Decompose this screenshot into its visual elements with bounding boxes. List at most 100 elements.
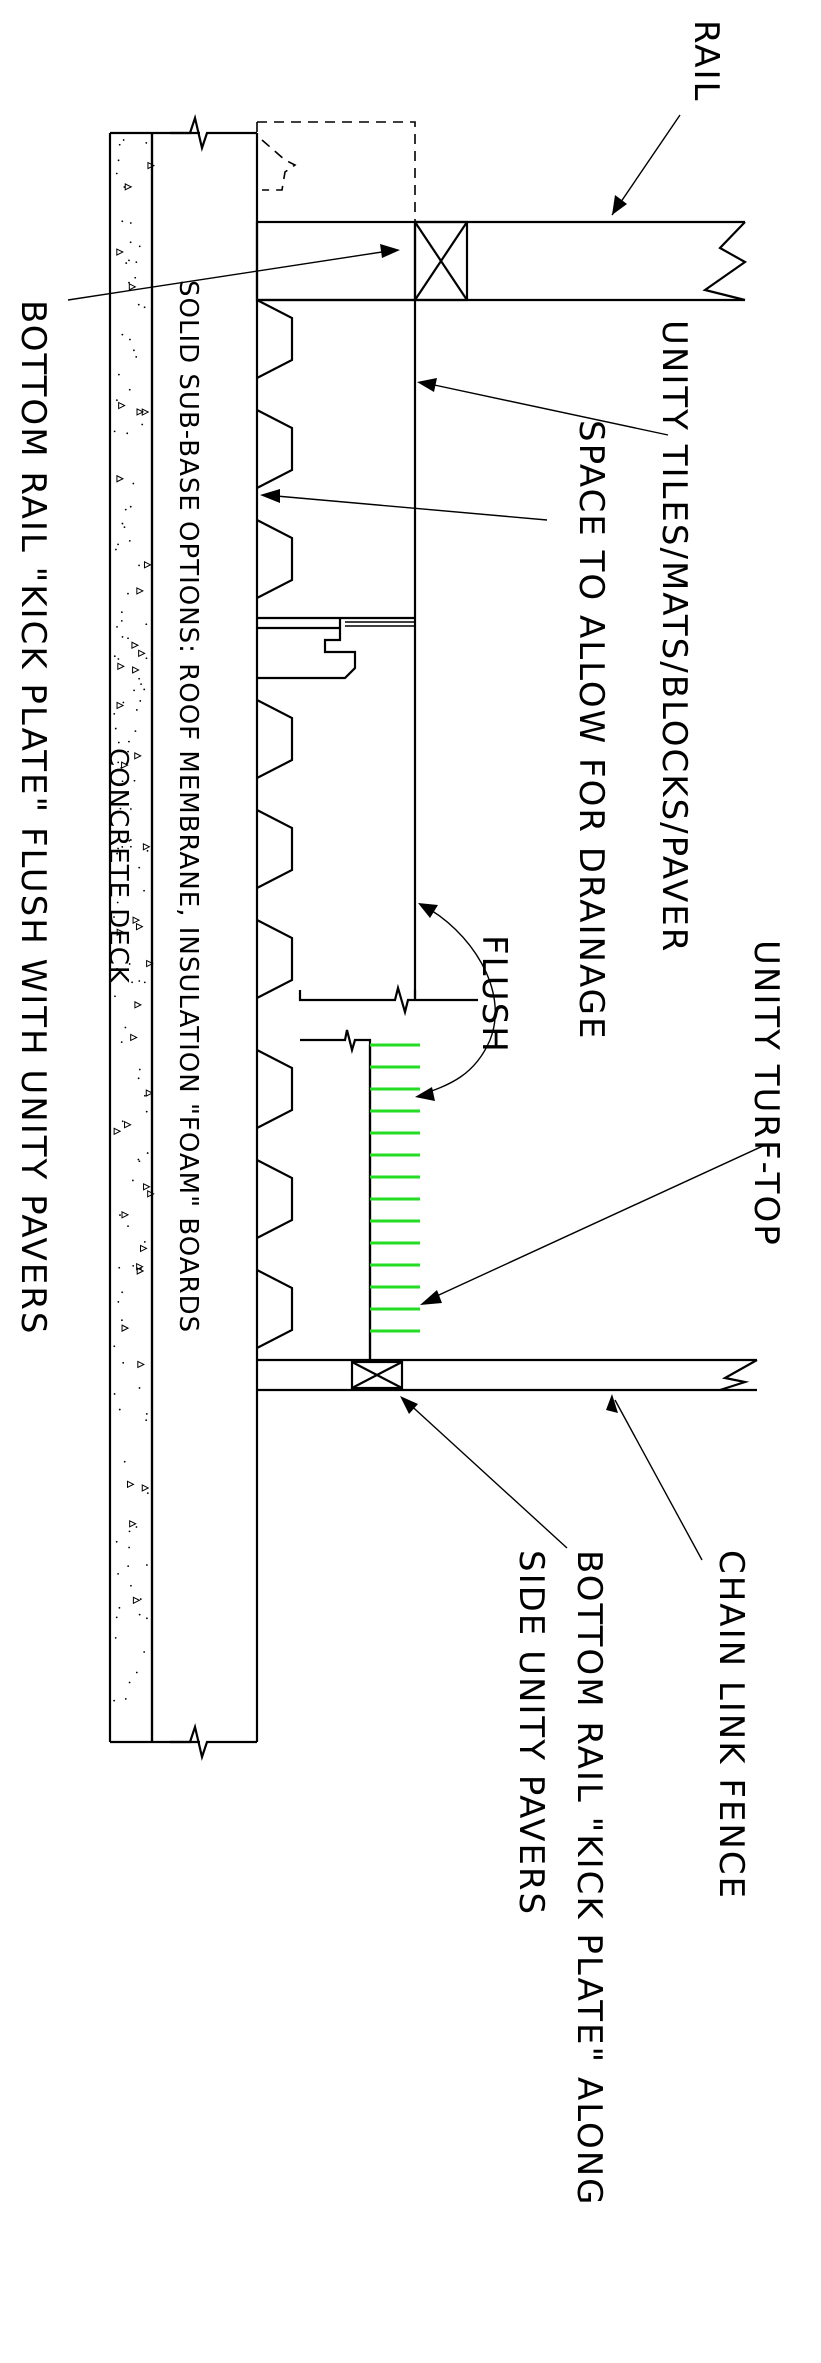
- speckle-dot: [119, 1214, 121, 1216]
- speckle-dot: [124, 508, 127, 511]
- upper-rail-post: [255, 121, 748, 302]
- concrete-speckle: [113, 139, 156, 1702]
- speckle-aggregate: [124, 183, 133, 191]
- speckle-aggregate: [129, 1519, 137, 1528]
- speckle-dot: [129, 808, 132, 810]
- speckle-dot: [115, 172, 118, 175]
- speckle-dot: [138, 1068, 141, 1071]
- speckle-dot: [117, 847, 120, 850]
- speckle-dot: [138, 1613, 141, 1616]
- pedestal-1: [256, 299, 294, 379]
- speckle-dot: [128, 963, 131, 965]
- speckle-dot: [143, 981, 146, 984]
- speckle-dot: [143, 688, 146, 691]
- speckle-dot: [129, 222, 132, 224]
- speckle-dot: [132, 482, 135, 485]
- pedestal-8: [256, 1159, 294, 1239]
- speckle-dot: [127, 750, 129, 753]
- speckle-dot: [127, 1225, 129, 1228]
- speckle-dot: [128, 1546, 130, 1549]
- speckle-dot: [127, 637, 129, 640]
- speckle-dot: [116, 852, 119, 855]
- speckle-dot: [138, 980, 141, 982]
- speckle-dot: [118, 1408, 121, 1411]
- speckle-dot: [139, 700, 142, 702]
- speckle-dot: [124, 1026, 127, 1029]
- speckle-aggregate: [118, 401, 126, 410]
- speckle-dot: [125, 262, 128, 264]
- speckle-dot: [126, 432, 129, 435]
- speckle-dot: [138, 245, 141, 248]
- speckle-dot: [115, 399, 118, 402]
- speckle-dot: [117, 159, 120, 162]
- speckle-aggregate: [121, 761, 129, 769]
- speckle-dot: [121, 780, 124, 783]
- speckle-dot: [146, 1492, 149, 1495]
- speckle-dot: [121, 220, 124, 223]
- speckle-dot: [123, 1460, 126, 1463]
- arrowhead-drainage: [260, 489, 280, 503]
- speckle-dot: [117, 1301, 120, 1303]
- label-bottom-rail-along-2: SIDE UNITY PAVERS: [511, 1550, 551, 1916]
- pedestal-6: [256, 919, 294, 999]
- speckle-dot: [113, 1345, 116, 1348]
- speckle-dot: [137, 1158, 140, 1161]
- speckle-dot: [122, 1361, 125, 1364]
- speckle-dot: [145, 657, 148, 660]
- speckle-dot: [139, 1598, 142, 1600]
- arrowhead-rail: [612, 195, 627, 215]
- speckle-dot: [118, 1606, 121, 1609]
- label-chain-link: CHAIN LINK FENCE: [711, 1550, 751, 1900]
- arrowhead-unity-tiles: [417, 378, 437, 392]
- speckle-dot: [121, 333, 124, 336]
- speckle-aggregate: [136, 408, 145, 416]
- unity-tiles-body: [257, 298, 478, 1017]
- speckle-dot: [138, 1387, 141, 1389]
- speckle-aggregate: [117, 662, 125, 671]
- speckle-dot: [135, 1526, 138, 1528]
- speckle-dot: [128, 839, 131, 842]
- pedestal-3: [256, 519, 294, 599]
- speckle-dot: [129, 839, 132, 841]
- speckle-dot: [121, 1291, 124, 1294]
- speckle-aggregate: [132, 916, 141, 924]
- speckle-dot: [121, 1120, 124, 1123]
- speckle-aggregate: [131, 641, 140, 650]
- speckle-dot: [143, 306, 146, 309]
- label-concrete-deck: CONCRETE DECK: [103, 748, 133, 984]
- speckle-aggregate: [121, 1210, 130, 1219]
- speckle-dot: [133, 779, 136, 782]
- speckle-dot: [117, 1572, 119, 1575]
- pedestal-9: [256, 1269, 294, 1349]
- turf-top: [300, 1029, 420, 1360]
- speckle-dot: [118, 143, 121, 146]
- speckle-aggregate: [137, 1360, 145, 1369]
- speckle-dot: [128, 281, 130, 284]
- speckle-aggregate: [116, 474, 125, 483]
- speckle-aggregate: [138, 649, 146, 658]
- speckle-dot: [129, 505, 132, 508]
- speckle-dot: [123, 526, 126, 528]
- speckle-dot: [138, 677, 141, 680]
- speckle-aggregate: [113, 1127, 122, 1136]
- speckle-dot: [133, 349, 135, 352]
- speckle-dot: [146, 849, 149, 852]
- speckle-dot: [129, 241, 132, 244]
- speckle-dot: [128, 388, 131, 391]
- speckle-aggregate: [147, 1190, 155, 1198]
- speckle-dot: [138, 564, 140, 567]
- speckle-dot: [119, 807, 122, 810]
- speckle-dot: [143, 889, 145, 892]
- speckle-dot: [113, 655, 116, 658]
- speckle-aggregate: [140, 1244, 148, 1253]
- speckle-aggregate: [130, 1033, 138, 1042]
- speckle-dot: [145, 142, 148, 144]
- speckle-aggregate: [116, 701, 125, 710]
- pedestal-7: [256, 1049, 294, 1129]
- speckle-dot: [143, 1651, 146, 1653]
- speckle-dot: [120, 611, 123, 614]
- speckle-aggregate: [124, 1120, 132, 1129]
- label-bottom-rail-flush: BOTTOM RAIL "KICK PLATE" FLUSH WITH UNIT…: [13, 300, 53, 1335]
- pedestal-5: [256, 809, 294, 889]
- speckle-dot: [140, 683, 142, 686]
